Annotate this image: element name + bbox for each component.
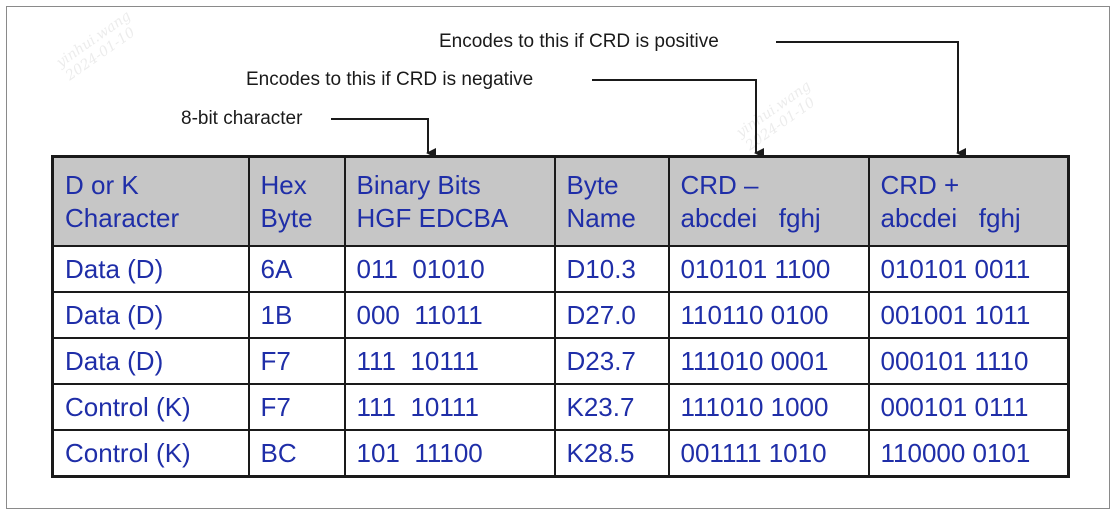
cell-binary-bits: 111 10111 — [343, 383, 556, 431]
cell-byte-name: K28.5 — [553, 429, 670, 478]
cell-crd-negative: 111010 0001 — [667, 337, 870, 385]
cell-crd-positive: 010101 0011 — [867, 245, 1070, 293]
cell-byte-name: K23.7 — [553, 383, 670, 431]
cell-binary-bits: 000 11011 — [343, 291, 556, 339]
cell-binary-bits: 011 01010 — [343, 245, 556, 293]
cell-crd-positive: 000101 1110 — [867, 337, 1070, 385]
table-row: Data (D) F7 111 10111 D23.7 111010 0001 … — [51, 337, 1070, 385]
arrow-8bit-character — [331, 118, 436, 158]
cell-crd-positive: 000101 0111 — [867, 383, 1070, 431]
cell-byte-name: D23.7 — [553, 337, 670, 385]
header-byte-name: Byte Name — [553, 155, 670, 247]
cell-hex-byte: 6A — [247, 245, 346, 293]
cell-character-type: Data (D) — [51, 245, 250, 293]
cell-byte-name: D27.0 — [553, 291, 670, 339]
cell-hex-byte: 1B — [247, 291, 346, 339]
cell-crd-negative: 001111 1010 — [667, 429, 870, 478]
cell-character-type: Control (K) — [51, 429, 250, 478]
table-row: Data (D) 6A 011 01010 D10.3 010101 1100 … — [51, 245, 1070, 293]
cell-character-type: Data (D) — [51, 337, 250, 385]
header-hex-byte: Hex Byte — [247, 155, 346, 247]
cell-binary-bits: 101 11100 — [343, 429, 556, 478]
cell-character-type: Control (K) — [51, 383, 250, 431]
header-crd-negative: CRD – abcdei fghj — [667, 155, 870, 247]
cell-hex-byte: BC — [247, 429, 346, 478]
cell-crd-negative: 010101 1100 — [667, 245, 870, 293]
arrow-positive — [776, 41, 966, 158]
callout-8bit-character: 8-bit character — [181, 108, 303, 129]
callout-positive: Encodes to this if CRD is positive — [439, 31, 719, 52]
header-character-type: D or K Character — [51, 155, 250, 247]
table-row: Control (K) BC 101 11100 K28.5 001111 10… — [51, 429, 1070, 478]
cell-crd-negative: 110110 0100 — [667, 291, 870, 339]
cell-byte-name: D10.3 — [553, 245, 670, 293]
arrow-negative — [592, 79, 764, 158]
callout-negative: Encodes to this if CRD is negative — [246, 69, 534, 90]
figure-frame — [6, 6, 1110, 509]
cell-hex-byte: F7 — [247, 383, 346, 431]
cell-hex-byte: F7 — [247, 337, 346, 385]
cell-crd-positive: 110000 0101 — [867, 429, 1070, 478]
table-row: Data (D) 1B 000 11011 D27.0 110110 0100 … — [51, 291, 1070, 339]
header-binary-bits: Binary Bits HGF EDCBA — [343, 155, 556, 247]
table-row: Control (K) F7 111 10111 K23.7 111010 10… — [51, 383, 1070, 431]
encoding-table: D or K Character Hex Byte Binary Bits HGF E… — [51, 155, 1070, 478]
cell-character-type: Data (D) — [51, 291, 250, 339]
table-header-row: D or K Character Hex Byte Binary Bits HGF E… — [51, 155, 1070, 247]
cell-crd-positive: 001001 1011 — [867, 291, 1070, 339]
cell-binary-bits: 111 10111 — [343, 337, 556, 385]
header-crd-positive: CRD + abcdei fghj — [867, 155, 1070, 247]
cell-crd-negative: 111010 1000 — [667, 383, 870, 431]
